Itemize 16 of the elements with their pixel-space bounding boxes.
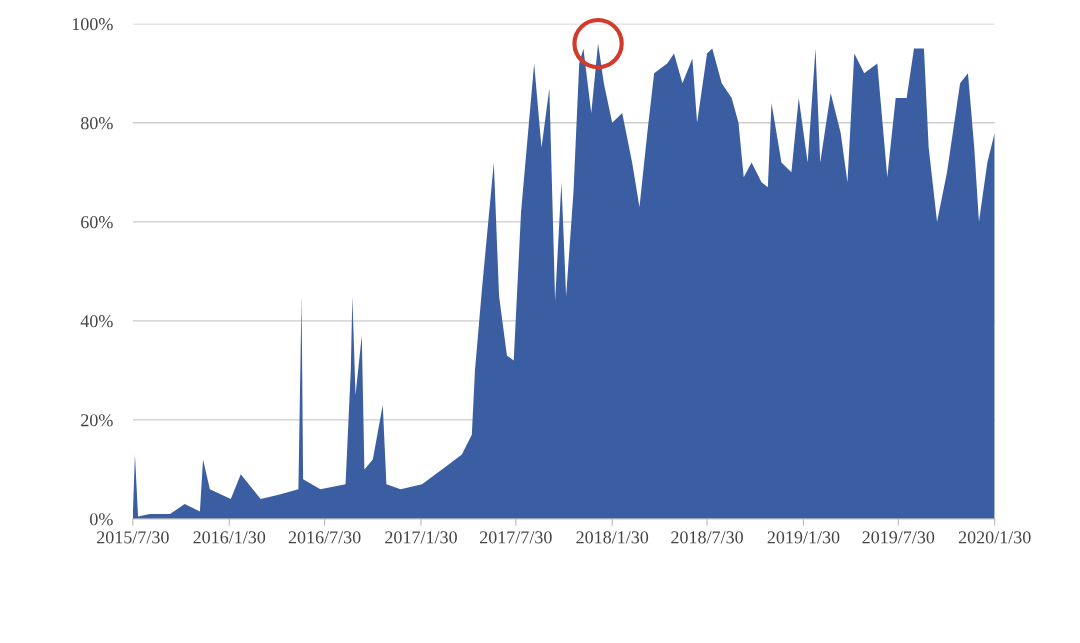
x-tick-label: 2016/7/30	[288, 531, 361, 544]
y-tick-label: 80%	[80, 117, 113, 130]
y-tick-label: 40%	[80, 315, 113, 328]
y-tick-label: 20%	[81, 414, 113, 427]
x-tick-label: 2018/7/30	[671, 531, 743, 544]
y-tick-label: 100%	[72, 18, 113, 31]
x-tick-label: 2019/7/30	[862, 531, 935, 544]
x-tick-label: 2019/1/30	[767, 531, 840, 544]
x-tick-label: 2016/1/30	[193, 531, 266, 544]
x-tick-label: 2017/7/30	[480, 531, 552, 544]
x-tick-label: 2017/1/30	[385, 531, 457, 544]
x-tick-label: 2020/1/30	[958, 531, 1031, 544]
y-tick-label: 60%	[81, 216, 113, 229]
x-tick-label: 2018/1/30	[576, 531, 649, 544]
y-tick-label: 0%	[90, 513, 113, 526]
x-tick-label: 2015/7/30	[97, 531, 169, 544]
